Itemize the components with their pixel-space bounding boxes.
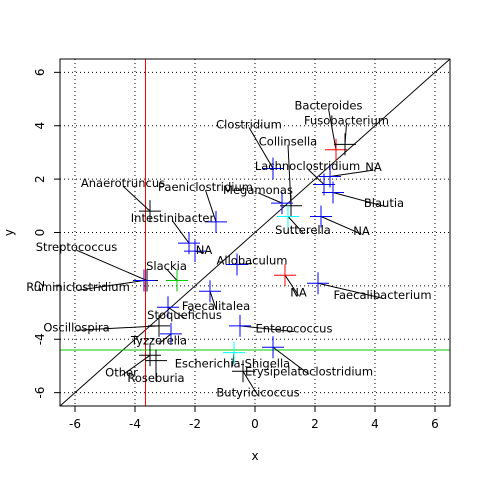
- leader-line: [328, 108, 337, 150]
- leader-line: [242, 371, 259, 396]
- leader-line: [329, 169, 374, 177]
- leader-line: [257, 192, 283, 204]
- data-point-label: Erysipelatoclostridium: [245, 364, 373, 378]
- data-point-label: Blautia: [364, 196, 404, 210]
- leader-line: [284, 274, 299, 296]
- y-tick-label: 0: [33, 229, 47, 237]
- leader-line: [122, 185, 151, 212]
- x-tick-label: -4: [129, 417, 141, 431]
- y-tick-label: -2: [33, 280, 47, 292]
- data-point-label: Other: [105, 366, 138, 380]
- leader-line: [76, 325, 160, 331]
- leader-line: [317, 282, 383, 299]
- y-tick-label: 6: [33, 69, 47, 77]
- data-point-label: Butyricicoccus: [216, 386, 299, 400]
- data-point-label: NA: [196, 243, 213, 257]
- x-tick-label: 2: [311, 417, 319, 431]
- data-point-label: Anaerotruncus: [81, 176, 165, 190]
- x-tick-label: 0: [251, 417, 259, 431]
- leader-line: [158, 333, 172, 344]
- leader-line: [167, 306, 185, 319]
- x-axis-title: x: [251, 449, 258, 463]
- data-point-label: Paeniclostridium: [158, 180, 253, 194]
- leader-line: [172, 220, 190, 244]
- data-point-label: Lachnoclostridium: [255, 159, 360, 173]
- x-tick-label: 4: [371, 417, 379, 431]
- data-point-label: Tyzzerella: [130, 334, 187, 348]
- leader-line: [287, 216, 304, 234]
- leader-line: [320, 216, 362, 235]
- leader-line: [121, 354, 151, 377]
- y-axis-title: y: [2, 229, 16, 236]
- data-point-label: Oscillospira: [43, 320, 109, 334]
- diagonal-reference-line: [60, 59, 450, 406]
- leader-line: [248, 127, 274, 169]
- leader-line: [272, 346, 310, 375]
- data-point-label: NA: [290, 286, 307, 300]
- leader-line: [166, 268, 178, 281]
- data-point-label: Slackia: [146, 259, 187, 273]
- y-tick-label: -6: [33, 387, 47, 399]
- data-point-label: Roseburia: [127, 371, 184, 385]
- leader-line: [332, 191, 385, 207]
- x-tick-label: 6: [431, 417, 439, 431]
- data-point-label: Intestinibacter: [131, 211, 215, 225]
- data-point-label: Enterococcus: [256, 322, 333, 336]
- data-point-label: Fusobacterium: [304, 113, 389, 127]
- x-tick-label: -6: [69, 417, 81, 431]
- leader-line: [239, 325, 295, 333]
- data-point-label: Bacteroides: [295, 99, 363, 113]
- data-point-label: Escherichia-Shigella: [175, 356, 290, 370]
- data-point-label: NA: [365, 160, 382, 174]
- leader-line: [307, 168, 325, 185]
- data-point-label: Collinsella: [259, 135, 317, 149]
- data-point-label: Stoquefichus: [147, 308, 222, 322]
- data-point-label: NA: [353, 224, 370, 238]
- leader-line: [77, 280, 145, 291]
- data-point-label: Faecalitalea: [182, 299, 250, 313]
- leader-line: [209, 291, 217, 310]
- data-point-label: Faecalibacterium: [333, 288, 431, 302]
- data-point-label: Sutterella: [275, 223, 331, 237]
- data-point-label: Streptococcus: [36, 240, 118, 254]
- y-tick-label: 4: [33, 122, 47, 130]
- leader-line: [205, 189, 217, 222]
- data-point-label: Clostridium: [216, 117, 282, 131]
- data-point-label: Ruminiclostridium: [26, 280, 130, 294]
- data-point-label: Megamonas: [223, 183, 293, 197]
- x-tick-label: -2: [189, 417, 201, 431]
- data-point-label: Allobaculum: [217, 254, 288, 268]
- leader-line: [76, 249, 148, 282]
- y-tick-label: 2: [33, 175, 47, 183]
- y-tick-label: -4: [33, 333, 47, 345]
